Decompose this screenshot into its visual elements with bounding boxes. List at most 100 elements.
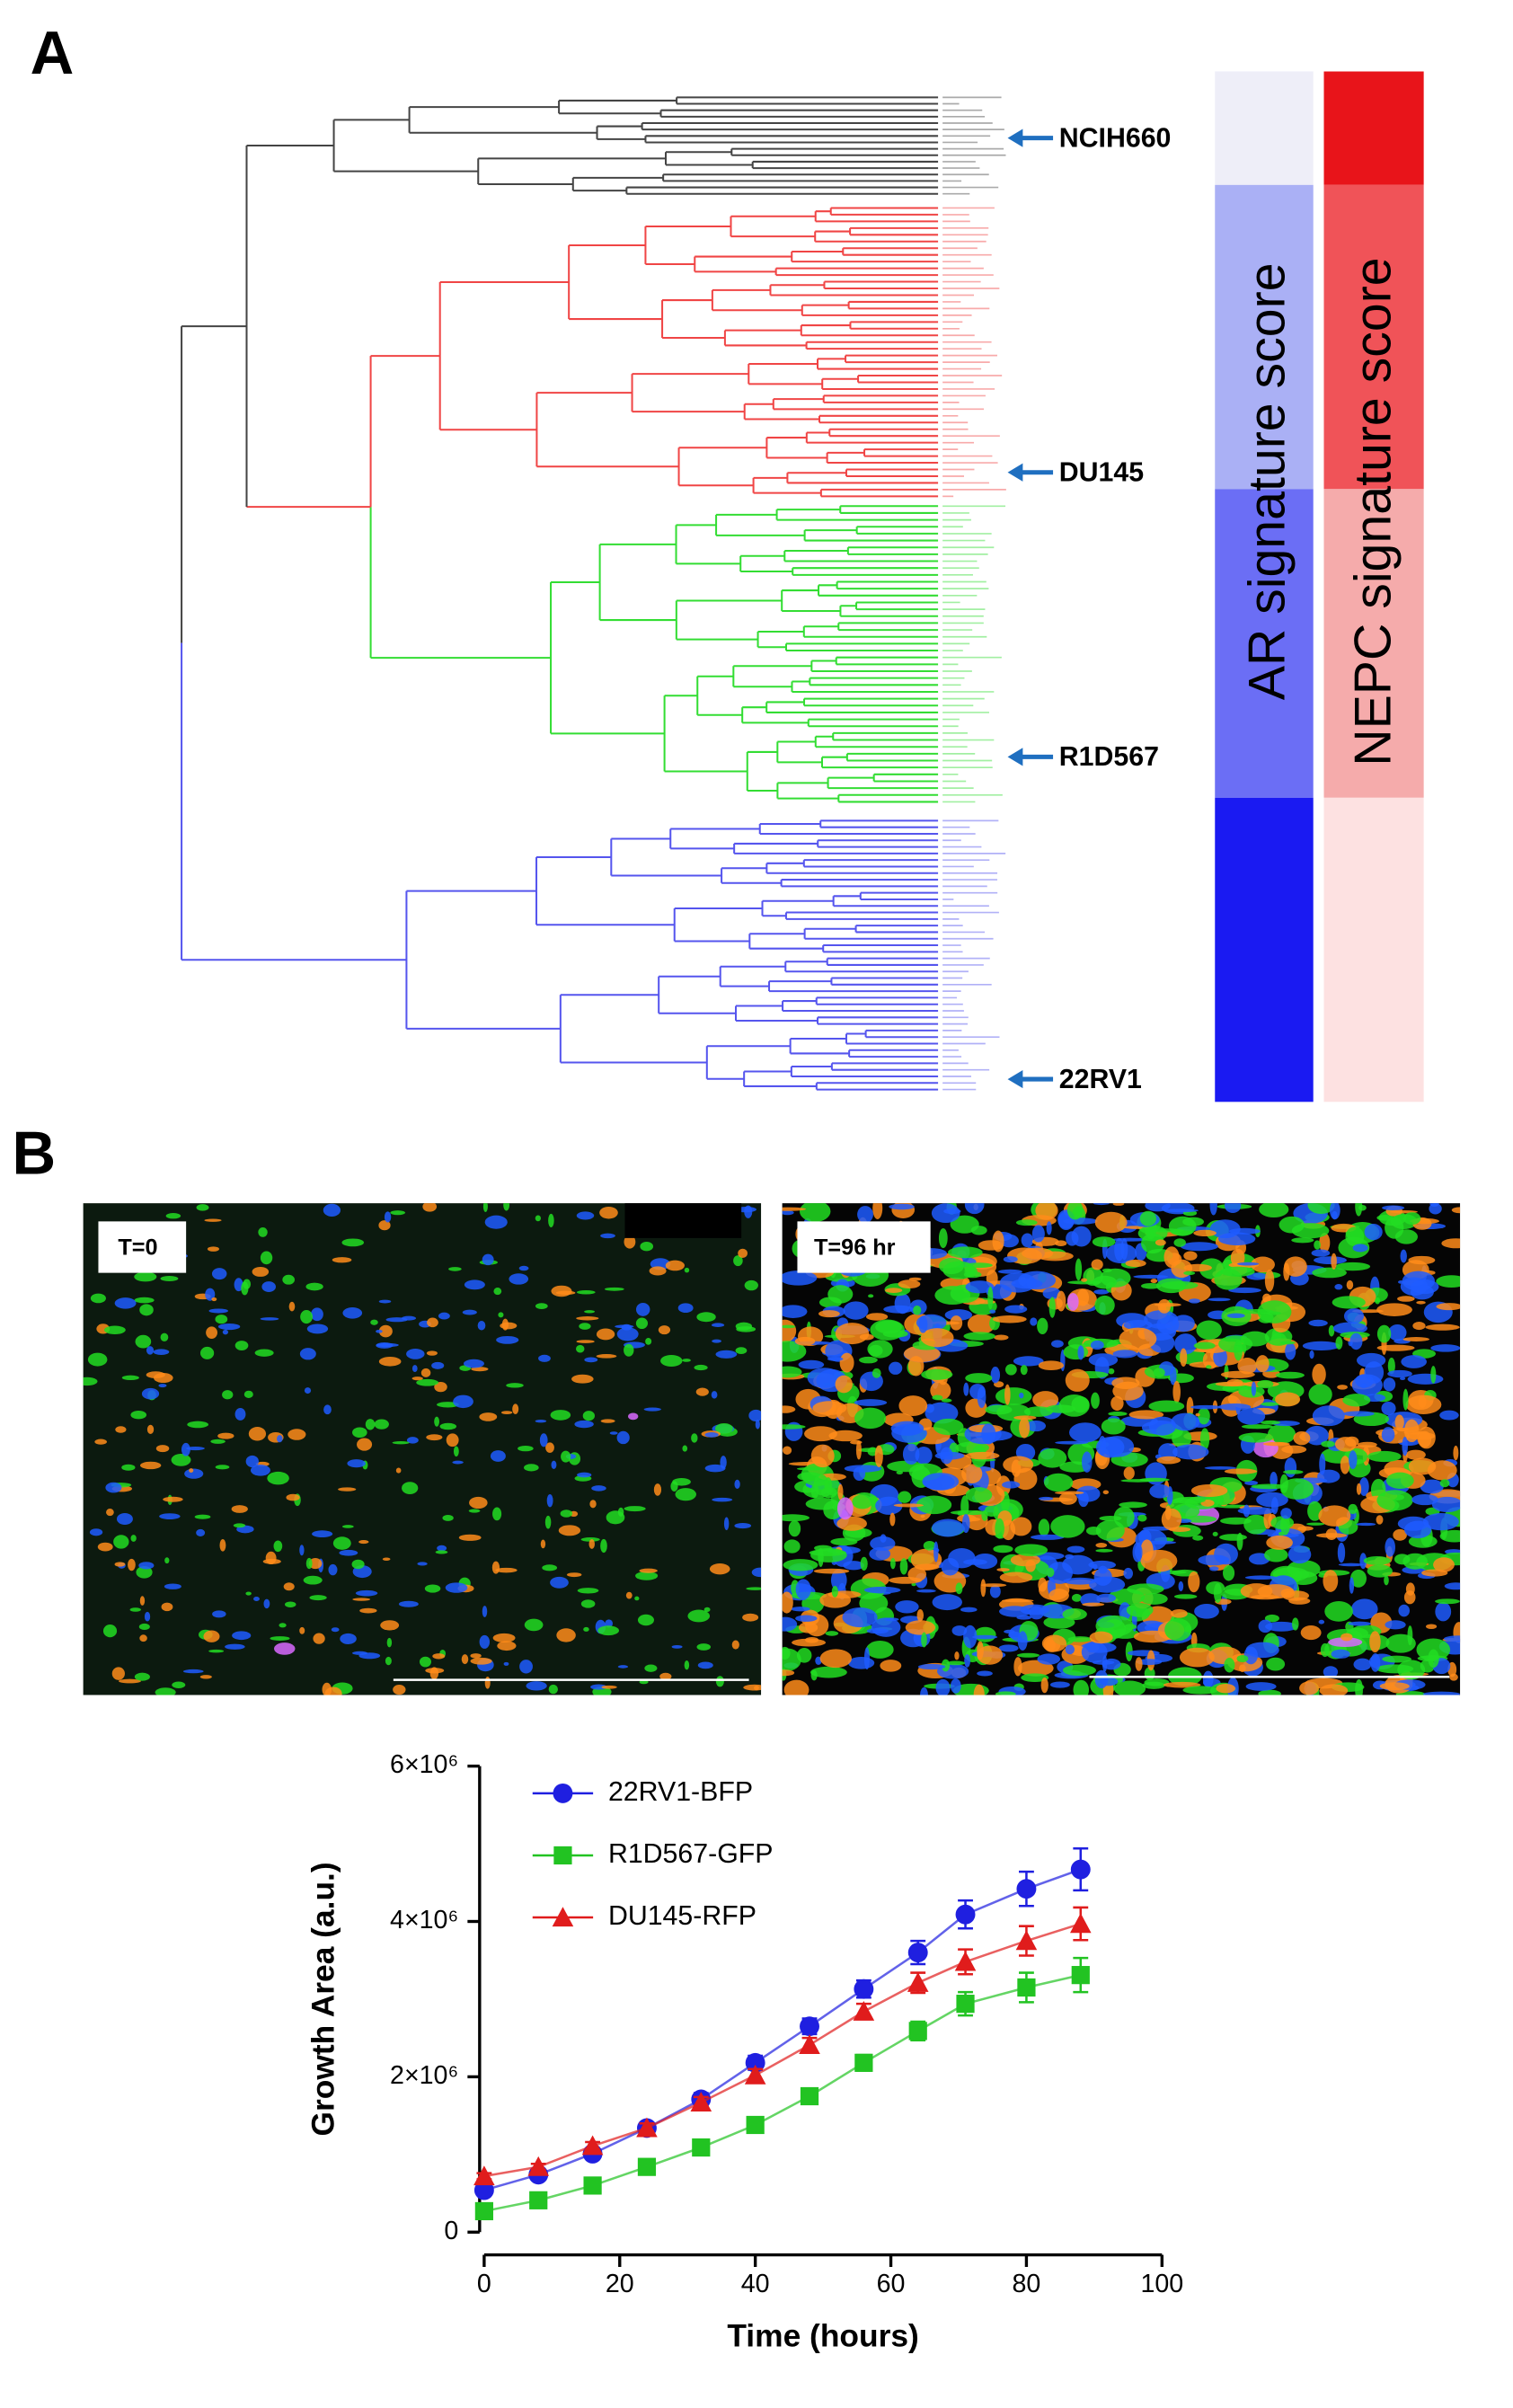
cell	[1056, 1290, 1066, 1312]
cell	[882, 1330, 908, 1338]
cell	[1384, 1575, 1389, 1586]
cell	[210, 1439, 226, 1444]
cell	[1332, 1296, 1366, 1309]
cell	[342, 1306, 363, 1319]
cell	[479, 1634, 491, 1649]
cell	[604, 1287, 624, 1291]
cell	[854, 1399, 888, 1406]
cell	[1318, 1619, 1325, 1625]
cell	[208, 1308, 228, 1314]
cell	[754, 1685, 759, 1691]
point	[745, 2052, 765, 2073]
cell	[1120, 1479, 1155, 1483]
point	[746, 2115, 765, 2135]
cell	[963, 1332, 995, 1341]
cell	[973, 1684, 985, 1695]
cell	[1046, 1404, 1076, 1413]
cell	[163, 1496, 183, 1502]
cell	[852, 1494, 873, 1509]
cell	[872, 1203, 883, 1219]
point	[529, 2191, 548, 2209]
cell	[501, 1318, 509, 1331]
cell	[1136, 1659, 1163, 1666]
cell	[782, 1305, 808, 1318]
cell	[1241, 1424, 1273, 1430]
cell	[299, 1626, 305, 1634]
cell	[1150, 1279, 1158, 1284]
cell	[691, 1433, 698, 1443]
cell	[222, 1390, 234, 1400]
cell	[634, 1596, 640, 1601]
cell	[1224, 1468, 1258, 1474]
cell	[105, 1482, 122, 1493]
cell	[1283, 1469, 1304, 1474]
cell	[589, 1500, 597, 1509]
cell	[1258, 1689, 1281, 1695]
cell	[263, 1598, 270, 1609]
cell	[1105, 1243, 1137, 1264]
cell	[384, 1211, 392, 1223]
cell	[827, 1357, 844, 1361]
cell	[205, 1288, 216, 1301]
cell	[836, 1516, 867, 1531]
cell	[1345, 1226, 1365, 1247]
cell	[1394, 1229, 1418, 1244]
cell	[1321, 1440, 1335, 1447]
cell	[503, 1661, 509, 1666]
cell	[1334, 1284, 1343, 1290]
cell	[1264, 1614, 1279, 1623]
cell	[591, 1485, 606, 1492]
cell	[1385, 1620, 1406, 1630]
cell	[482, 1253, 494, 1266]
cell	[658, 1325, 671, 1335]
cell	[83, 1377, 98, 1386]
cell	[1237, 1507, 1276, 1515]
cell	[795, 1579, 811, 1600]
cell	[1123, 1319, 1153, 1331]
cell	[395, 1467, 402, 1474]
cell	[1367, 1564, 1393, 1578]
series-line	[483, 1922, 1082, 2178]
cell	[1285, 1342, 1296, 1360]
cell	[1031, 1225, 1045, 1243]
cell	[378, 1357, 402, 1367]
cell	[645, 1337, 652, 1345]
cell	[477, 1320, 486, 1331]
cell	[1017, 1631, 1028, 1651]
cell	[1209, 1203, 1217, 1216]
cell	[211, 1268, 227, 1280]
cell	[955, 1582, 963, 1595]
cell	[1257, 1300, 1292, 1324]
cell	[1179, 1647, 1215, 1668]
cell	[448, 1267, 462, 1271]
cell	[583, 1626, 589, 1632]
cell	[102, 1625, 118, 1638]
cell	[1043, 1616, 1075, 1629]
cell	[965, 1451, 1000, 1460]
cell	[558, 1525, 581, 1536]
cell	[479, 1412, 498, 1421]
cell	[130, 1411, 147, 1420]
cell	[915, 1447, 933, 1465]
cell	[625, 1591, 633, 1599]
cell	[1408, 1255, 1436, 1265]
cell	[1244, 1575, 1278, 1580]
cell	[470, 1653, 482, 1659]
cell	[550, 1410, 571, 1421]
cell	[544, 1515, 552, 1529]
cell	[1280, 1478, 1314, 1500]
cell	[997, 1269, 1022, 1274]
cell	[921, 1632, 927, 1648]
cell	[484, 1215, 508, 1229]
cell	[116, 1512, 133, 1525]
cell	[129, 1607, 141, 1612]
cell	[134, 1672, 150, 1681]
cell	[1065, 1644, 1075, 1655]
cell	[999, 1571, 1033, 1583]
cell	[839, 1352, 854, 1373]
cell	[1244, 1480, 1259, 1485]
cell	[830, 1537, 858, 1546]
cell	[1093, 1563, 1098, 1571]
cell	[584, 1310, 596, 1314]
cell	[1338, 1563, 1364, 1567]
